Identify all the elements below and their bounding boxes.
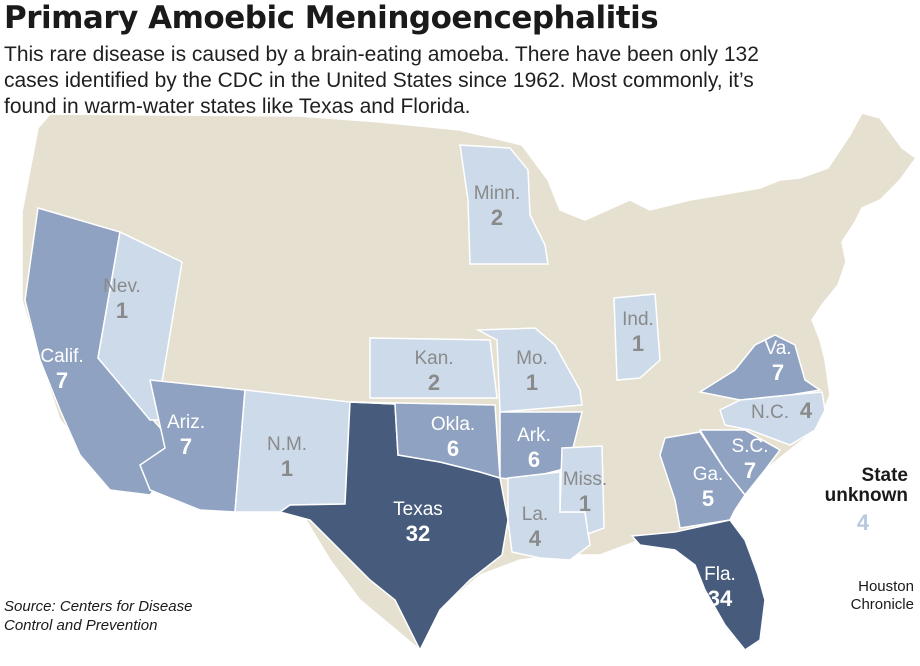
- state-label-ar: Ark.: [517, 425, 551, 446]
- state-ga: [659, 431, 746, 529]
- state-cases-mo: 1: [526, 370, 538, 395]
- state-cases-mn: 2: [491, 205, 503, 230]
- state-cases-ga: 5: [702, 486, 714, 511]
- state-nc: [719, 391, 826, 446]
- state-cases-nm: 1: [281, 456, 293, 481]
- state-label-sc: S.C.: [732, 436, 769, 457]
- state-cases-sc: 7: [744, 458, 756, 483]
- state-ms: [559, 445, 605, 536]
- state-cases-nc: 4: [800, 398, 813, 423]
- state-cases-in: 1: [632, 331, 644, 356]
- state-label-in: Ind.: [622, 309, 654, 330]
- state-fl: [630, 519, 766, 652]
- state-label-va: Va.: [764, 338, 791, 359]
- state-label-ok: Okla.: [431, 414, 475, 435]
- state-cases-ok: 6: [447, 436, 459, 461]
- state-ok: [349, 401, 501, 480]
- state-cases-ks: 2: [428, 370, 440, 395]
- credit-houston-chronicle: Houston Chronicle: [850, 578, 914, 613]
- state-label-ga: Ga.: [693, 464, 724, 485]
- state-cases-nv: 1: [116, 298, 128, 323]
- state-label-nm: N.M.: [267, 434, 307, 455]
- map-title: Primary Amoebic Meningoencephalitis: [4, 0, 659, 36]
- source-note: Source: Centers for Disease Control and …: [4, 598, 193, 634]
- state-cases-fl: 34: [708, 586, 733, 611]
- state-cases-tx: 32: [406, 521, 430, 546]
- state-ks: [369, 337, 498, 399]
- state-label-fl: Fla.: [704, 564, 736, 585]
- state-label-mn: Minn.: [474, 183, 520, 204]
- state-cases-ca: 7: [56, 368, 68, 393]
- state-label-az: Ariz.: [167, 412, 205, 433]
- state-unknown-label: State unknown: [824, 465, 908, 506]
- state-label-ca: Calif.: [40, 346, 83, 367]
- state-mo: [475, 327, 583, 413]
- state-label-mo: Mo.: [516, 348, 548, 369]
- map-subtitle: This rare disease is caused by a brain-e…: [4, 43, 759, 118]
- state-label-ks: Kan.: [414, 348, 453, 369]
- state-cases-ar: 6: [528, 447, 540, 472]
- state-mn: [459, 144, 549, 265]
- state-cases-ms: 1: [579, 491, 591, 516]
- state-unknown-value: 4: [856, 510, 870, 535]
- state-cases-la: 4: [529, 526, 542, 551]
- state-label-ms: Miss.: [563, 469, 607, 490]
- state-label-la: La.: [522, 504, 548, 525]
- state-cases-va: 7: [772, 360, 784, 385]
- state-in: [613, 293, 661, 381]
- state-cases-az: 7: [180, 434, 192, 459]
- state-label-nv: Nev.: [103, 276, 141, 297]
- state-label-tx: Texas: [393, 499, 443, 520]
- state-label-nc: N.C.: [751, 402, 789, 423]
